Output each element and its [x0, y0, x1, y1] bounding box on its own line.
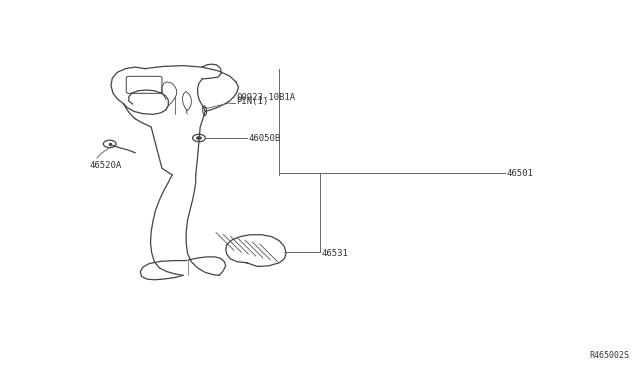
Text: 46050B: 46050B: [248, 134, 281, 142]
Text: 46520A: 46520A: [90, 161, 122, 170]
Text: PIN(1): PIN(1): [236, 96, 268, 106]
Text: 46501: 46501: [507, 169, 534, 177]
Text: 46531: 46531: [322, 250, 349, 259]
Text: 00923-10B1A: 00923-10B1A: [236, 93, 295, 102]
Circle shape: [196, 137, 202, 140]
Text: R465002S: R465002S: [589, 350, 629, 359]
